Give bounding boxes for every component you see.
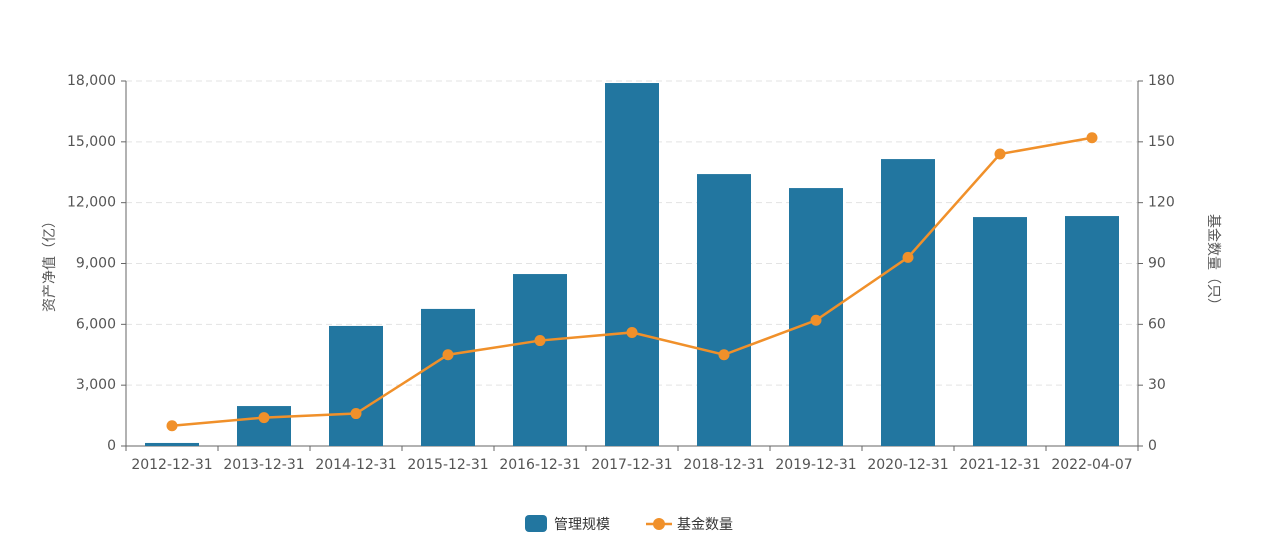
y-tick-label: 6,000 — [76, 316, 116, 332]
y2-tick-label: 150 — [1148, 134, 1175, 150]
bar — [1065, 216, 1119, 446]
x-tick-label: 2013-12-31 — [223, 457, 304, 473]
line-point — [442, 349, 454, 361]
legend-label: 基金数量 — [677, 516, 733, 533]
x-tick-label: 2015-12-31 — [407, 457, 488, 473]
y2-axis-title: 基金数量（只） — [1205, 214, 1222, 312]
line-point — [1086, 132, 1098, 144]
y2-tick-label: 120 — [1148, 195, 1175, 211]
bar — [513, 274, 567, 446]
bar — [973, 217, 1027, 446]
legend-label: 管理规模 — [554, 517, 610, 533]
x-tick-label: 2017-12-31 — [591, 457, 672, 473]
x-tick-label: 2020-12-31 — [867, 457, 948, 473]
x-tick-label: 2022-04-07 — [1051, 457, 1132, 473]
y-axis-title: 资产净值（亿） — [42, 214, 58, 312]
y2-tick-label: 60 — [1148, 316, 1166, 332]
y2-tick-label: 180 — [1148, 73, 1175, 89]
y-tick-label: 9,000 — [76, 256, 116, 272]
bar — [605, 83, 659, 447]
line-point — [810, 314, 822, 326]
y-tick-label: 12,000 — [67, 195, 116, 211]
y-tick-label: 15,000 — [67, 134, 116, 150]
bar — [421, 308, 475, 446]
bar — [329, 325, 383, 446]
line-point — [994, 148, 1006, 160]
line-point — [718, 349, 730, 361]
bar — [697, 174, 751, 446]
y-tick-label: 3,000 — [76, 377, 116, 393]
y-tick-label: 18,000 — [67, 73, 116, 89]
bar — [237, 406, 291, 446]
x-tick-label: 2016-12-31 — [499, 457, 580, 473]
x-tick-label: 2021-12-31 — [959, 457, 1040, 473]
line-point — [534, 335, 546, 347]
bar — [145, 442, 199, 446]
y2-tick-label: 0 — [1148, 438, 1157, 454]
y2-tick-label: 30 — [1148, 377, 1166, 393]
legend-swatch — [525, 515, 547, 532]
legend-swatch — [653, 518, 665, 530]
x-tick-label: 2014-12-31 — [315, 457, 396, 473]
y2-tick-label: 90 — [1148, 256, 1166, 272]
line-point — [902, 251, 914, 263]
bar — [881, 159, 935, 446]
line-point — [350, 408, 362, 420]
x-tick-label: 2019-12-31 — [775, 457, 856, 473]
x-tick-label: 2018-12-31 — [683, 457, 764, 473]
y-tick-label: 0 — [107, 438, 116, 454]
x-tick-label: 2012-12-31 — [131, 457, 212, 473]
line-point — [258, 412, 270, 424]
line-point — [166, 420, 178, 432]
line-point — [626, 326, 638, 338]
